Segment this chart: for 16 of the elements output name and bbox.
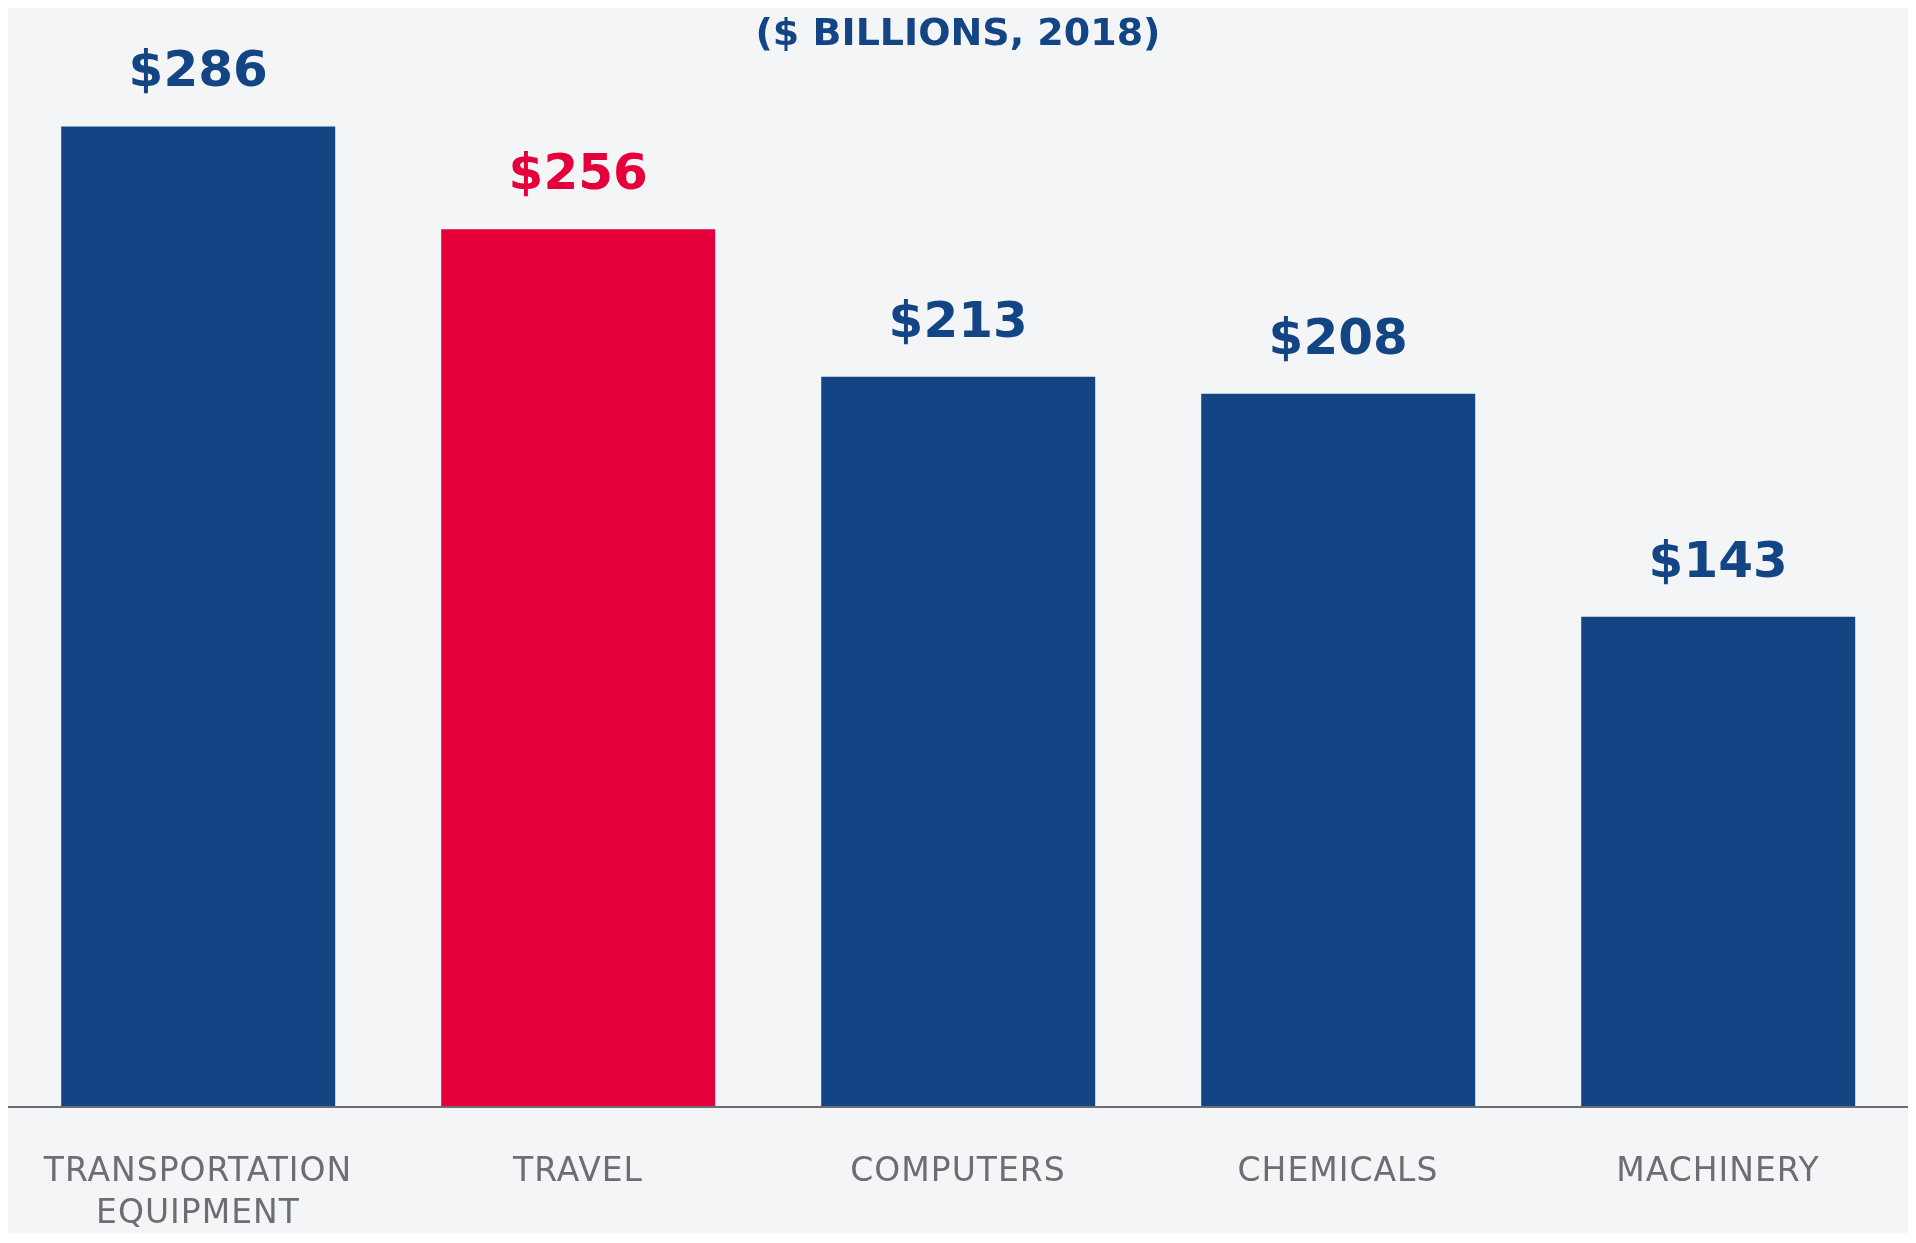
bar [441, 229, 716, 1107]
bar [1201, 393, 1476, 1107]
data-label: $208 [1268, 307, 1408, 366]
x-tick-label: TRAVEL [511, 1150, 644, 1189]
bar [1581, 616, 1856, 1107]
data-label: $143 [1648, 530, 1788, 589]
x-tick-label: MACHINERY [1616, 1150, 1820, 1189]
data-label: $213 [888, 290, 1028, 349]
bar [61, 126, 336, 1107]
chart-title: ($ BILLIONS, 2018) [755, 10, 1161, 54]
x-tick-label: TRANSPORTATION EQUIPMENT [42, 1150, 353, 1231]
data-label: $256 [508, 143, 648, 202]
x-tick-label: COMPUTERS [850, 1150, 1066, 1189]
bar [821, 376, 1096, 1107]
x-tick-label: CHEMICALS [1237, 1150, 1439, 1189]
data-label: $286 [128, 40, 268, 99]
